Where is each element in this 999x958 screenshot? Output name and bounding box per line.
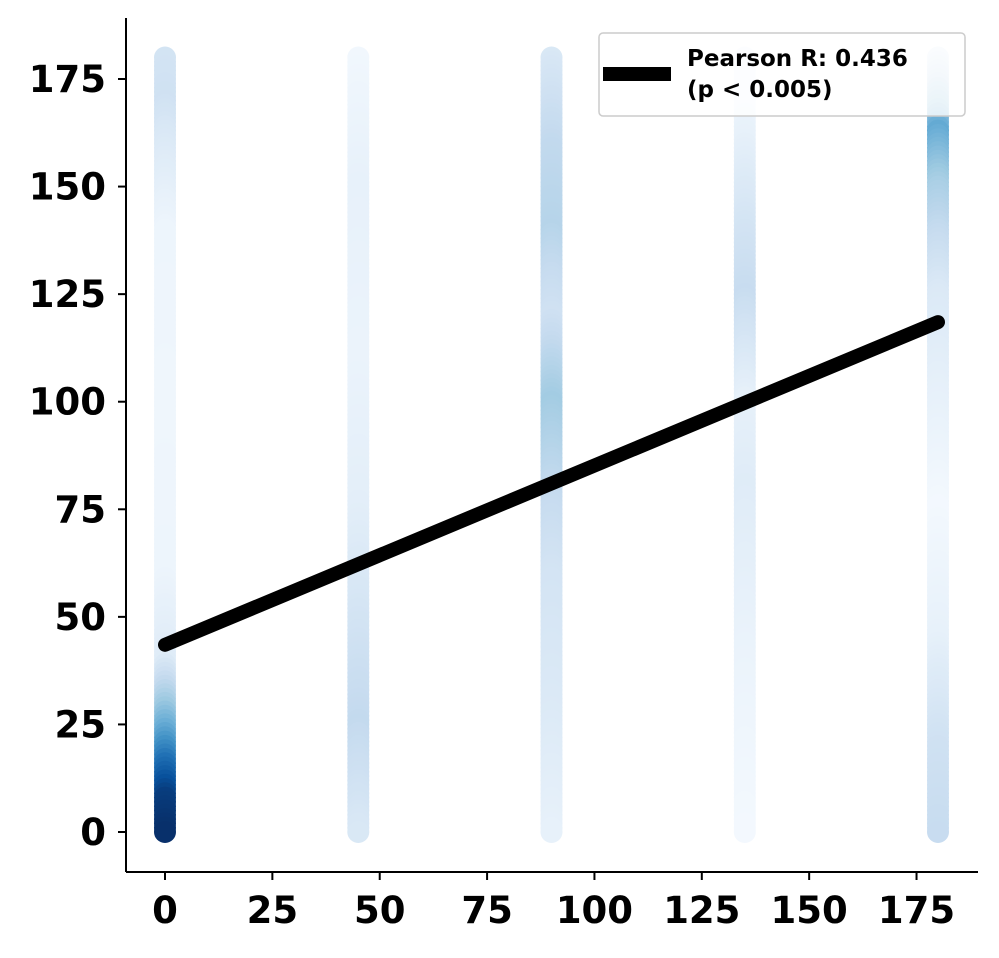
- x-tick-label: 100: [556, 889, 633, 932]
- y-tick-label: 100: [29, 381, 106, 424]
- regression-line-layer: [158, 315, 945, 652]
- x-tick-label: 175: [878, 889, 955, 932]
- scatter-point: [927, 821, 949, 843]
- x-tick-label: 0: [152, 889, 178, 932]
- regression-line: [158, 315, 945, 652]
- legend: Pearson R: 0.436 (p < 0.005): [598, 32, 966, 117]
- x-tick-label: 50: [354, 889, 406, 932]
- scatter-point: [347, 821, 370, 843]
- axes-layer: [125, 18, 978, 873]
- y-tick-label: 150: [29, 166, 106, 209]
- y-tick-label: 175: [29, 58, 106, 101]
- y-tick-label: 50: [55, 596, 107, 639]
- y-tick-label: 25: [55, 703, 107, 746]
- x-tick-label: 25: [247, 889, 299, 932]
- y-tick-label: 125: [29, 273, 106, 316]
- scatter-point: [154, 821, 176, 843]
- scatter-point: [540, 821, 563, 843]
- x-tick-label: 75: [461, 889, 513, 932]
- legend-label-line-1: Pearson R: 0.436: [687, 46, 908, 72]
- legend-label-line-2: (p < 0.005): [687, 77, 833, 103]
- ticks-layer: 0 25 50 75 100 125 150 175 0 25 50 75 100 125 150 175: [29, 58, 955, 932]
- x-tick-label: 150: [771, 889, 848, 932]
- y-tick-label: 0: [80, 811, 106, 854]
- y-tick-label: 75: [55, 488, 107, 531]
- scatter-point: [733, 821, 756, 843]
- legend-frame: [598, 32, 966, 117]
- density-points-layer: [154, 46, 949, 843]
- x-tick-label: 125: [663, 889, 740, 932]
